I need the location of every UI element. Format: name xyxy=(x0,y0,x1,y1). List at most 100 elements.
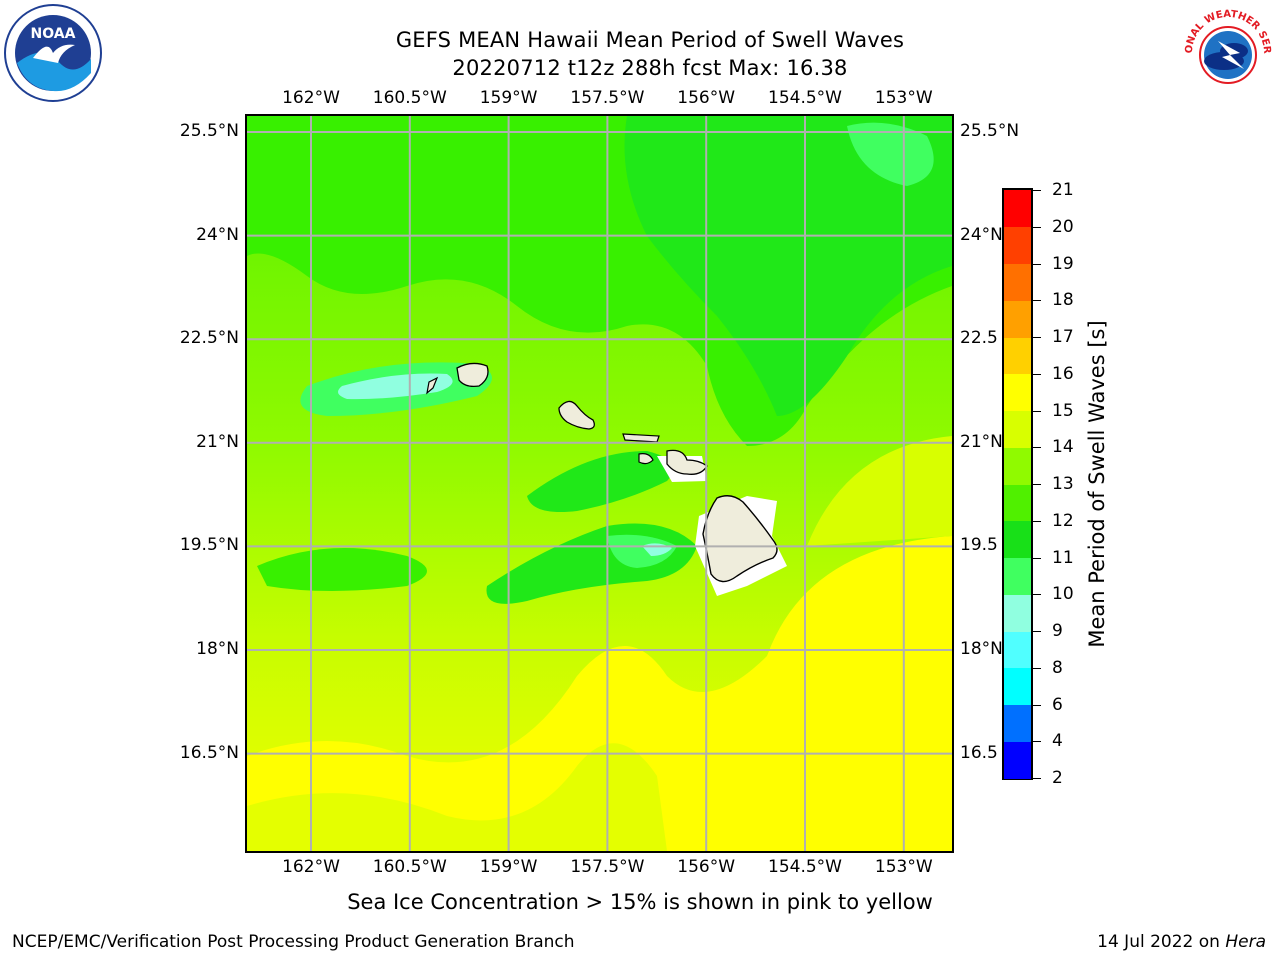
colorbar-segment xyxy=(1004,484,1031,522)
colorbar-segment xyxy=(1004,447,1031,485)
colorbar xyxy=(1002,188,1033,780)
lon-tick-top: 156°W xyxy=(677,88,736,108)
colorbar-tick-label: 10 xyxy=(1052,584,1074,605)
colorbar-tick-mark xyxy=(1033,337,1041,338)
colorbar-segment xyxy=(1004,557,1031,595)
colorbar-tick-mark xyxy=(1033,557,1041,559)
lon-tick-bottom: 153°W xyxy=(874,857,933,877)
colorbar-tick-mark xyxy=(1033,263,1041,265)
period-11-southwest xyxy=(257,548,427,591)
colorbar-tick-mark xyxy=(1033,190,1041,191)
footer-date-text: 14 Jul 2022 on xyxy=(1097,932,1226,952)
colorbar-segment xyxy=(1004,373,1031,411)
lon-tick-bottom: 157.5°W xyxy=(570,857,645,877)
colorbar-tick-mark xyxy=(1033,631,1041,632)
colorbar-tick-mark xyxy=(1033,410,1041,412)
footer-host: Hera xyxy=(1225,932,1266,952)
footer-credit: NCEP/EMC/Verification Post Processing Pr… xyxy=(12,932,575,952)
lon-tick-bottom: 160.5°W xyxy=(372,857,447,877)
lat-tick-left: 16.5°N xyxy=(179,742,239,763)
colorbar-tick-mark xyxy=(1033,484,1041,485)
colorbar-tick-label: 11 xyxy=(1052,547,1074,568)
lon-tick-top: 160.5°W xyxy=(372,88,447,108)
lat-tick-left: 18°N xyxy=(196,639,239,659)
colorbar-segment xyxy=(1004,704,1031,742)
lon-tick-top: 153°W xyxy=(874,88,933,108)
period-11-channel xyxy=(527,451,674,512)
lanai-island xyxy=(638,453,654,465)
period-15-region xyxy=(247,536,952,851)
colorbar-tick-label: 14 xyxy=(1052,437,1074,458)
colorbar-tick-mark xyxy=(1033,594,1041,596)
lat-tick-right: 16.5 xyxy=(960,742,998,763)
period-10-north xyxy=(847,122,934,186)
lat-tick-left: 24°N xyxy=(196,224,239,245)
colorbar-tick-label: 20 xyxy=(1052,216,1074,237)
colorbar-tick-label: 12 xyxy=(1052,510,1074,531)
niihau-island xyxy=(426,376,439,395)
colorbar-tick-mark xyxy=(1033,447,1041,449)
lat-tick-right: 22.5 xyxy=(960,328,998,349)
lon-tick-bottom: 159°W xyxy=(479,857,538,877)
colorbar-tick-label: 21 xyxy=(1052,180,1074,200)
lat-tick-left: 25.5°N xyxy=(179,121,239,141)
lon-tick-bottom: 154.5°W xyxy=(768,857,842,877)
colorbar-tick-label: 13 xyxy=(1052,474,1074,494)
colorbar-segment xyxy=(1004,594,1031,632)
map-title: GEFS MEAN Hawaii Mean Period of Swell Wa… xyxy=(395,28,905,52)
colorbar-tick-label: 6 xyxy=(1052,694,1063,715)
sea-ice-note: Sea Ice Concentration > 15% is shown in … xyxy=(347,890,933,914)
colorbar-segment xyxy=(1004,410,1031,448)
lat-tick-left: 19.5°N xyxy=(179,535,239,556)
period-10-south-band xyxy=(607,534,677,568)
colorbar-segment xyxy=(1004,520,1031,558)
lon-tick-top: 154.5°W xyxy=(768,88,842,108)
lat-tick-left: 21°N xyxy=(196,431,239,452)
colorbar-segment xyxy=(1004,226,1031,264)
colorbar-tick-mark xyxy=(1033,226,1041,228)
colorbar-segment xyxy=(1004,741,1031,779)
colorbar-tick-label: 18 xyxy=(1052,290,1074,311)
graticule xyxy=(247,116,952,851)
map-canvas xyxy=(247,116,952,851)
period-9-west-band xyxy=(338,373,453,400)
colorbar-segment xyxy=(1004,190,1031,228)
lon-tick-top: 157.5°W xyxy=(570,88,645,108)
colorbar-tick-label: 15 xyxy=(1052,400,1074,421)
colorbar-tick-mark xyxy=(1033,520,1041,522)
big-island-hawaii xyxy=(702,495,778,583)
colorbar-tick-label: 4 xyxy=(1052,731,1063,752)
svg-text:NOAA: NOAA xyxy=(31,26,76,42)
colorbar-tick-label: 17 xyxy=(1052,327,1074,347)
period-14-east xyxy=(807,436,952,546)
lat-tick-right: 19.5 xyxy=(960,535,998,556)
noaa-logo: NOAA xyxy=(4,4,102,102)
colorbar-tick-label: 19 xyxy=(1052,253,1074,274)
colorbar-tick-mark xyxy=(1033,741,1041,743)
lon-tick-top: 162°W xyxy=(282,88,340,108)
molokai-island xyxy=(622,433,660,443)
lat-tick-right: 24°N xyxy=(960,224,1003,245)
colorbar-segment xyxy=(1004,337,1031,375)
lon-tick-bottom: 156°W xyxy=(677,857,736,877)
lat-tick-right: 21°N xyxy=(960,431,1003,452)
colorbar-tick-label: 2 xyxy=(1052,768,1063,788)
colorbar-segment xyxy=(1004,667,1031,705)
footer-date: 14 Jul 2022 on Hera xyxy=(1097,932,1266,952)
colorbar-tick-mark xyxy=(1033,704,1041,706)
colorbar-tick-mark xyxy=(1033,778,1041,779)
colorbar-tick-label: 16 xyxy=(1052,363,1074,384)
colorbar-tick-mark xyxy=(1033,373,1041,375)
kauai-island xyxy=(456,362,489,388)
oahu-island xyxy=(558,400,595,430)
colorbar-tick-mark xyxy=(1033,667,1041,669)
lat-tick-left: 22.5°N xyxy=(179,328,239,349)
colorbar-segment xyxy=(1004,263,1031,301)
lat-tick-right: 25.5°N xyxy=(960,121,1020,141)
colorbar-title: Mean Period of Swell Waves [s] xyxy=(1085,320,1109,648)
colorbar-tick-mark xyxy=(1033,300,1041,302)
lat-tick-right: 18°N xyxy=(960,639,1003,659)
nws-logo: NATIONAL WEATHER SERVICE xyxy=(1178,3,1275,100)
forecast-info: 20220712 t12z 288h fcst Max: 16.38 xyxy=(452,56,848,80)
lon-tick-bottom: 162°W xyxy=(282,857,340,877)
